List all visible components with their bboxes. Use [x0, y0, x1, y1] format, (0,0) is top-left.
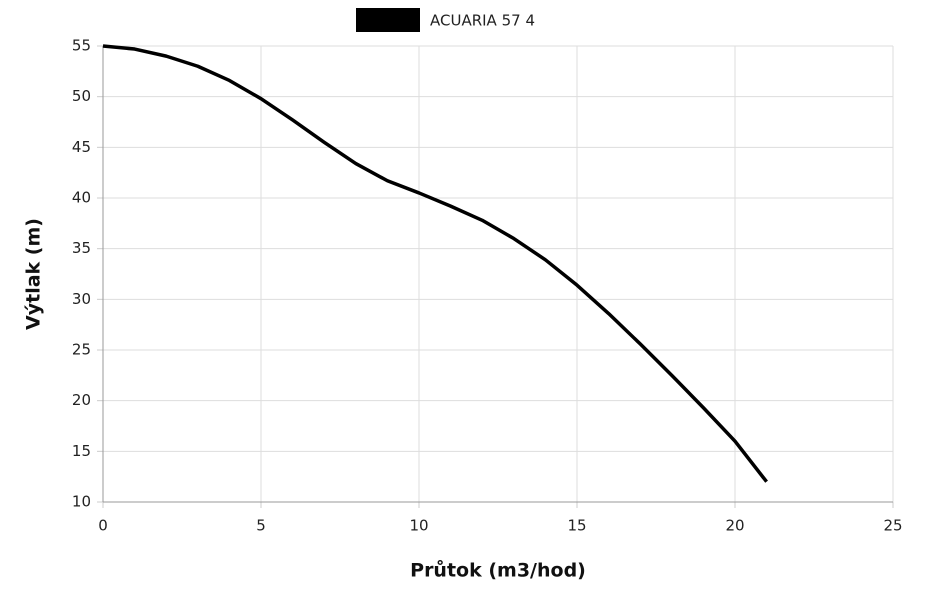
y-tick-label: 20 — [72, 391, 91, 409]
x-tick-label: 0 — [98, 517, 108, 535]
y-tick-label: 40 — [72, 189, 91, 207]
x-tick-label: 5 — [256, 517, 266, 535]
y-tick-label: 55 — [72, 37, 91, 55]
x-tick-label: 25 — [883, 517, 902, 535]
y-tick-label: 10 — [72, 493, 91, 511]
x-tick-label: 15 — [567, 517, 586, 535]
legend-label: ACUARIA 57 4 — [430, 12, 535, 30]
legend-swatch — [356, 8, 420, 32]
y-tick-label: 15 — [72, 442, 91, 460]
x-tick-label: 10 — [409, 517, 428, 535]
y-tick-label: 30 — [72, 290, 91, 308]
line — [102, 44, 768, 483]
y-tick-label: 35 — [72, 239, 91, 257]
y-tick-label: 45 — [72, 138, 91, 156]
y-tick-label: 50 — [72, 87, 91, 105]
y-axis-title: Výtlak (m) — [23, 218, 45, 330]
x-tick-label: 20 — [725, 517, 744, 535]
x-axis-title: Průtok (m3/hod) — [410, 559, 586, 582]
y-tick-label: 25 — [72, 341, 91, 359]
